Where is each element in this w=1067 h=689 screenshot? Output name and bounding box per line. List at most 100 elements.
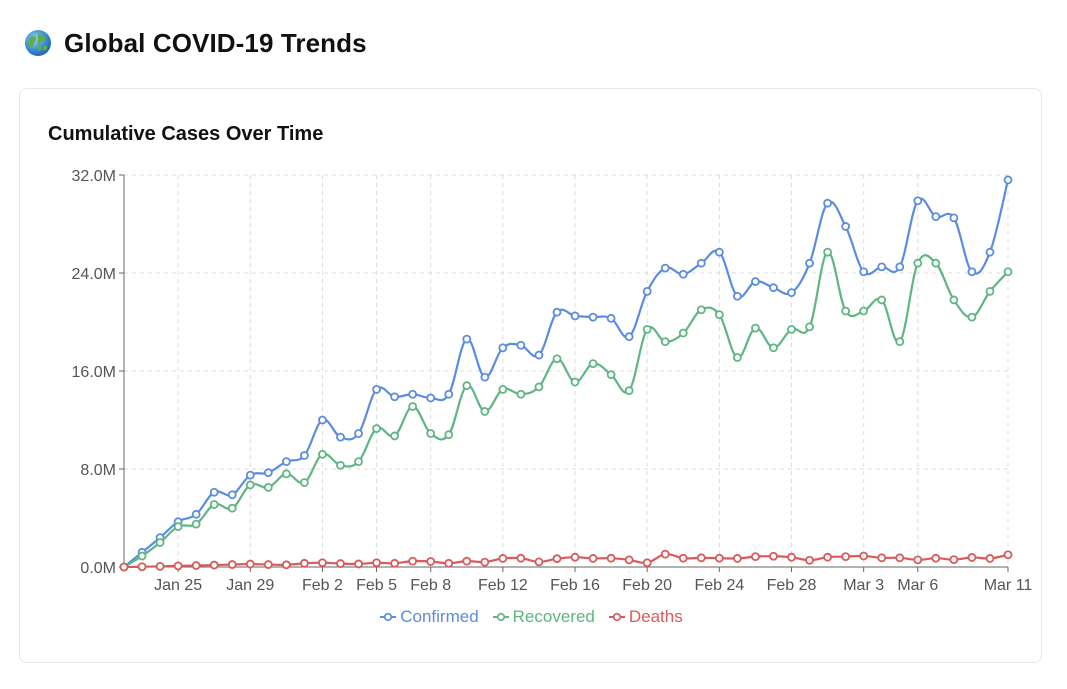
data-point: [552, 307, 562, 317]
data-point: [191, 561, 201, 570]
data-point: [696, 305, 706, 315]
y-tick-label: 24.0M: [72, 266, 116, 283]
data-point: [209, 500, 219, 509]
data-point: [877, 553, 887, 563]
data-point: [480, 557, 490, 567]
data-point: [516, 389, 526, 399]
data-point: [931, 212, 941, 222]
data-point: [732, 291, 742, 301]
data-point: [606, 313, 616, 323]
data-point: [588, 312, 598, 322]
data-point: [642, 324, 652, 334]
data-point: [967, 553, 977, 562]
data-point: [498, 554, 508, 563]
data-point: [696, 553, 706, 563]
series-line-deaths: [123, 552, 1009, 569]
legend-marker-icon: [492, 612, 509, 622]
series-line-recovered: [123, 251, 1009, 568]
data-point: [769, 551, 778, 561]
data-point: [516, 553, 526, 563]
data-point: [245, 470, 255, 480]
data-point: [732, 554, 742, 563]
data-point: [895, 262, 905, 272]
data-point: [534, 557, 544, 567]
data-point: [624, 555, 634, 565]
data-point: [263, 468, 273, 478]
data-point: [444, 389, 454, 399]
series-deaths: [119, 549, 1013, 572]
data-point: [408, 556, 418, 566]
data-point: [570, 377, 580, 387]
data-point: [318, 415, 327, 425]
data-point: [336, 559, 345, 568]
data-point: [462, 334, 472, 344]
x-tick-label: Feb 20: [622, 577, 672, 594]
data-point: [714, 310, 724, 320]
data-point: [245, 559, 255, 569]
data-point: [787, 288, 796, 298]
data-point: [300, 558, 309, 568]
chart-title: Cumulative Cases Over Time: [48, 123, 324, 145]
data-point: [732, 353, 742, 362]
legend-marker-icon: [380, 612, 397, 622]
data-point: [714, 553, 724, 563]
chart-card: Cumulative Cases Over Time 0.0M 8.0M 16.0M…: [19, 88, 1042, 663]
data-point: [949, 213, 959, 223]
data-point: [606, 370, 616, 380]
data-point: [967, 312, 977, 322]
data-point: [462, 556, 472, 566]
data-point: [660, 337, 670, 347]
x-tick-label: Feb 2: [302, 577, 343, 594]
data-point: [660, 263, 670, 273]
data-point: [498, 384, 508, 394]
legend-item-recovered[interactable]: Recovered: [492, 607, 595, 627]
data-point: [913, 555, 923, 565]
data-point: [805, 258, 814, 268]
data-point: [678, 328, 688, 338]
x-tick-label: Jan 25: [154, 577, 202, 594]
x-tick-label: Feb 12: [478, 577, 528, 594]
data-point: [354, 559, 363, 569]
legend-label: Deaths: [628, 607, 683, 626]
legend-marker-icon: [608, 612, 625, 622]
data-point: [336, 460, 345, 470]
legend-item-deaths[interactable]: Deaths: [608, 607, 683, 627]
data-point: [336, 432, 345, 442]
data-point: [769, 283, 778, 293]
data-point: [318, 449, 327, 459]
data-point: [642, 558, 652, 568]
data-point: [191, 509, 201, 519]
data-point: [588, 359, 598, 369]
data-point: [678, 269, 688, 279]
data-point: [787, 324, 796, 334]
data-point: [696, 258, 706, 268]
data-point: [390, 558, 400, 568]
data-point: [624, 332, 634, 342]
data-point: [841, 306, 851, 316]
y-tick-label: 8.0M: [80, 462, 116, 479]
x-tick-label: Feb 28: [767, 577, 817, 594]
data-point: [570, 311, 580, 321]
data-point: [751, 323, 760, 333]
data-point: [1003, 267, 1013, 277]
x-tick-label: Feb 8: [410, 577, 451, 594]
legend-item-confirmed[interactable]: Confirmed: [380, 607, 479, 627]
data-point: [985, 554, 995, 563]
x-tick-label: Mar 11: [984, 577, 1033, 594]
data-point: [155, 538, 165, 547]
data-point: [354, 429, 363, 438]
data-point: [985, 286, 995, 296]
data-point: [949, 555, 959, 565]
data-point: [805, 322, 814, 332]
data-point: [227, 503, 237, 513]
data-point: [516, 340, 526, 350]
data-point: [480, 372, 490, 382]
data-point: [751, 552, 760, 561]
data-point: [173, 522, 183, 531]
data-point: [263, 482, 273, 492]
data-point: [859, 267, 869, 277]
data-point: [895, 553, 905, 563]
data-point: [1003, 550, 1013, 560]
data-point: [245, 480, 255, 490]
page-header: Global COVID-19 Trends: [24, 26, 367, 60]
